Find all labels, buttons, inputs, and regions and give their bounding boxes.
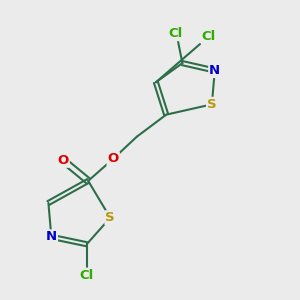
Text: O: O — [108, 152, 119, 165]
Text: N: N — [209, 64, 220, 77]
Text: Cl: Cl — [168, 27, 182, 40]
Text: Cl: Cl — [202, 30, 216, 43]
Text: O: O — [58, 154, 69, 167]
Text: N: N — [46, 230, 57, 243]
Text: Cl: Cl — [80, 268, 94, 282]
Text: S: S — [207, 98, 217, 111]
Text: S: S — [105, 211, 115, 224]
